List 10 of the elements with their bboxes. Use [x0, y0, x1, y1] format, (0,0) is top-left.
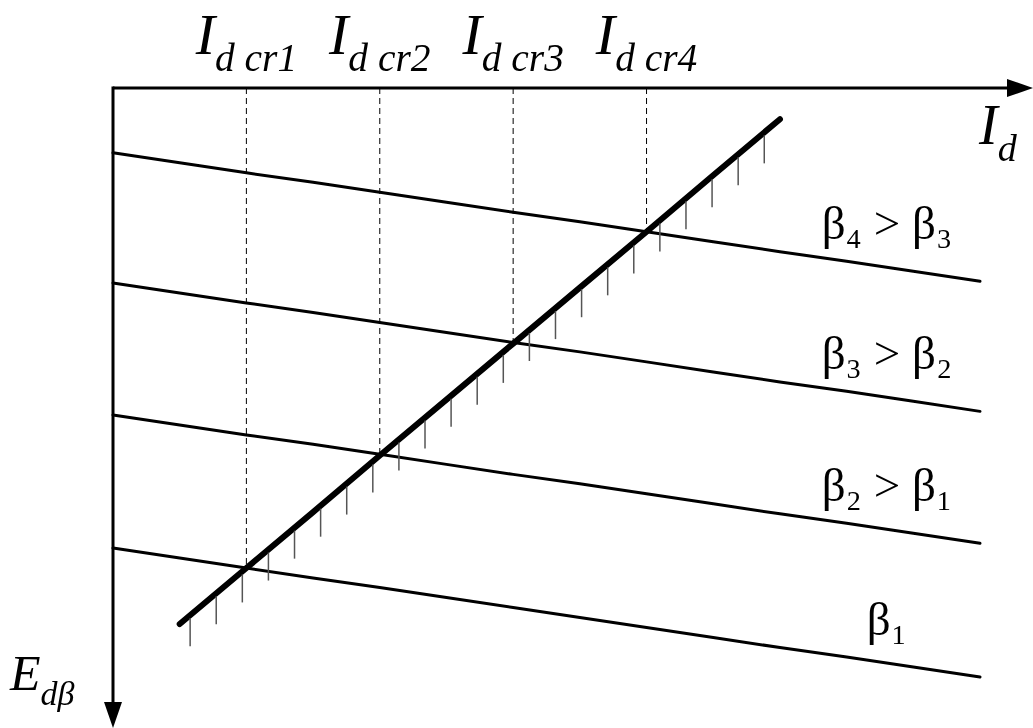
series-label: β₂ > β₁	[821, 459, 953, 512]
x-axis-title: I$_{d}$	[978, 94, 1018, 169]
series-label: β₃ > β₂	[821, 327, 953, 380]
y-axis-title: E$_{dβ}$	[9, 645, 75, 712]
x-tick-label: I$_{d cr1}$	[194, 2, 298, 81]
x-tick-label: I$_{d cr3}$	[461, 2, 564, 81]
x-tick-label: I$_{d cr2}$	[328, 2, 431, 81]
x-tick-label: I$_{d cr4}$	[594, 2, 698, 81]
series-label: β₁	[866, 593, 908, 645]
series-label: β₄ > β₃	[821, 197, 953, 250]
